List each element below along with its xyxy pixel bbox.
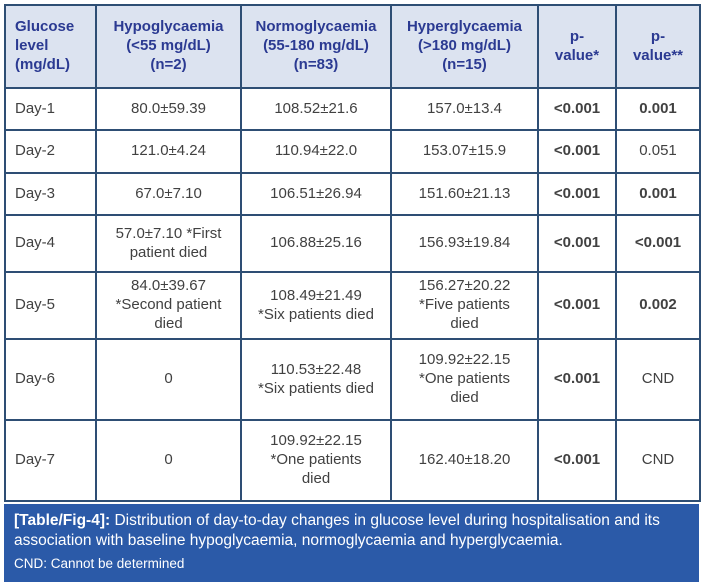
hyper-cell: 153.07±15.9: [390, 129, 539, 174]
normo-cell: 110.53±22.48 *Six patients died: [240, 338, 392, 421]
p-value-2-cell: 0.051: [615, 129, 701, 174]
p-value-2-cell: CND: [615, 338, 701, 421]
p-value-1-cell: <0.001: [537, 87, 617, 131]
normo-cell: 106.88±25.16: [240, 214, 392, 273]
p-value-1-cell: <0.001: [537, 271, 617, 340]
hyper-cell: 151.60±21.13: [390, 172, 539, 216]
figure-table-4: Glucose level (mg/dL) Hypoglycaemia (<55…: [4, 4, 701, 582]
table-row-day-5: Day-5 84.0±39.67 *Second patient died 10…: [4, 271, 701, 340]
normo-cell: 106.51±26.94: [240, 172, 392, 216]
p-value-1-cell: <0.001: [537, 129, 617, 174]
table-row-day-6: Day-6 0 110.53±22.48 *Six patients died …: [4, 338, 701, 421]
hypo-cell: 67.0±7.10: [95, 172, 242, 216]
p-value-1-cell: <0.001: [537, 214, 617, 273]
day-cell: Day-4: [4, 214, 97, 273]
table-row-day-4: Day-4 57.0±7.10 *First patient died 106.…: [4, 214, 701, 273]
table-header: Glucose level (mg/dL) Hypoglycaemia (<55…: [4, 4, 701, 89]
p-value-1-cell: <0.001: [537, 419, 617, 502]
header-cell-hyperglycaemia: Hyperglycaemia (>180 mg/dL) (n=15): [390, 4, 539, 89]
header-cell-normoglycaemia: Normoglycaemia (55-180 mg/dL) (n=83): [240, 4, 392, 89]
normo-cell: 110.94±22.0: [240, 129, 392, 174]
p-value-2-cell: CND: [615, 419, 701, 502]
header-cell-p-value-2: p- value**: [615, 4, 701, 89]
hypo-cell: 84.0±39.67 *Second patient died: [95, 271, 242, 340]
header-row: Glucose level (mg/dL) Hypoglycaemia (<55…: [4, 4, 701, 89]
hypo-cell: 0: [95, 419, 242, 502]
caption-text: Distribution of day-to-day changes in gl…: [14, 512, 660, 550]
hypo-cell: 57.0±7.10 *First patient died: [95, 214, 242, 273]
p-value-1-cell: <0.001: [537, 172, 617, 216]
day-cell: Day-1: [4, 87, 97, 131]
normo-cell: 109.92±22.15 *One patients died: [240, 419, 392, 502]
table-body: Day-1 80.0±59.39 108.52±21.6 157.0±13.4 …: [4, 87, 701, 502]
glucose-table: Glucose level (mg/dL) Hypoglycaemia (<55…: [4, 4, 701, 502]
hyper-cell: 157.0±13.4: [390, 87, 539, 131]
day-cell: Day-5: [4, 271, 97, 340]
header-cell-p-value-1: p- value*: [537, 4, 617, 89]
header-cell-glucose-level: Glucose level (mg/dL): [4, 4, 97, 89]
table-row-day-2: Day-2 121.0±4.24 110.94±22.0 153.07±15.9…: [4, 129, 701, 174]
header-cell-hypoglycaemia: Hypoglycaemia (<55 mg/dL) (n=2): [95, 4, 242, 89]
hyper-cell: 156.93±19.84: [390, 214, 539, 273]
caption-footnote: CND: Cannot be determined: [14, 555, 185, 571]
table-row-day-7: Day-7 0 109.92±22.15 *One patients died …: [4, 419, 701, 502]
p-value-2-cell: 0.001: [615, 172, 701, 216]
p-value-2-cell: 0.001: [615, 87, 701, 131]
p-value-2-cell: 0.002: [615, 271, 701, 340]
day-cell: Day-2: [4, 129, 97, 174]
hypo-cell: 0: [95, 338, 242, 421]
day-cell: Day-6: [4, 338, 97, 421]
day-cell: Day-7: [4, 419, 97, 502]
hyper-cell: 156.27±20.22 *Five patients died: [390, 271, 539, 340]
table-caption: [Table/Fig-4]: Distribution of day-to-da…: [4, 504, 699, 582]
p-value-2-cell: <0.001: [615, 214, 701, 273]
hypo-cell: 80.0±59.39: [95, 87, 242, 131]
normo-cell: 108.52±21.6: [240, 87, 392, 131]
caption-figure-tag: [Table/Fig-4]:: [14, 512, 111, 529]
table-row-day-3: Day-3 67.0±7.10 106.51±26.94 151.60±21.1…: [4, 172, 701, 216]
table-row-day-1: Day-1 80.0±59.39 108.52±21.6 157.0±13.4 …: [4, 87, 701, 131]
hyper-cell: 162.40±18.20: [390, 419, 539, 502]
hypo-cell: 121.0±4.24: [95, 129, 242, 174]
hyper-cell: 109.92±22.15 *One patients died: [390, 338, 539, 421]
day-cell: Day-3: [4, 172, 97, 216]
normo-cell: 108.49±21.49 *Six patients died: [240, 271, 392, 340]
p-value-1-cell: <0.001: [537, 338, 617, 421]
